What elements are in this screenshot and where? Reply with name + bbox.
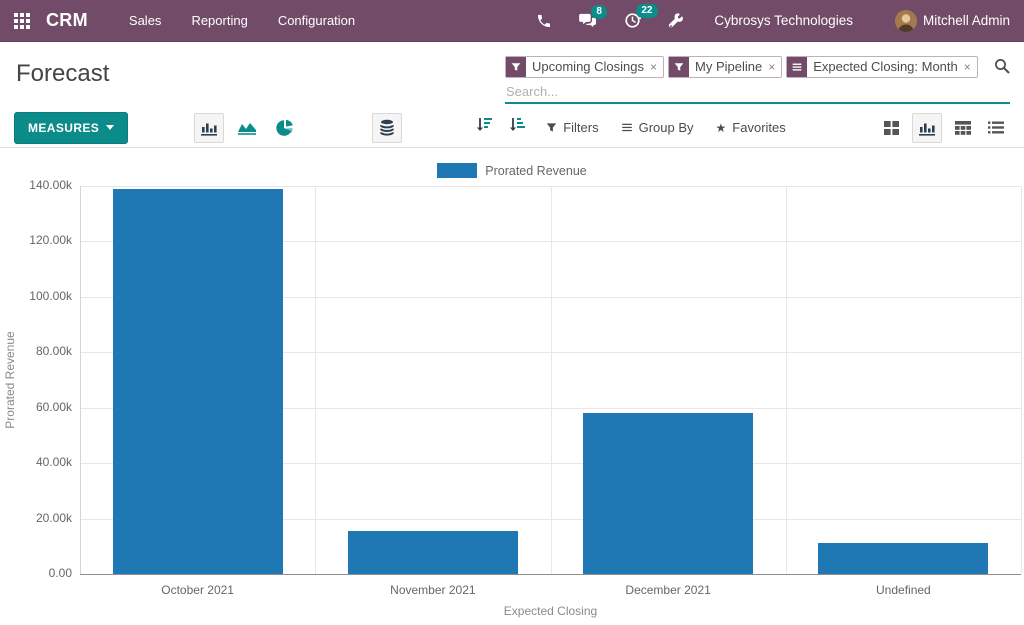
y-axis-tick-label: 20.00k [0, 511, 72, 525]
forecast-bar-chart: Prorated Revenue Prorated Revenue Expect… [0, 148, 1024, 625]
group-by-label: Group By [639, 120, 694, 135]
chart-legend[interactable]: Prorated Revenue [0, 163, 1024, 178]
filters-label: Filters [563, 120, 598, 135]
view-switcher [879, 113, 1008, 143]
x-axis-category-label: November 2021 [315, 583, 550, 597]
pie-chart-icon[interactable] [270, 113, 300, 143]
x-axis-category-label: Undefined [786, 583, 1021, 597]
sort-ascending-icon[interactable] [509, 117, 526, 138]
search-icon[interactable] [994, 56, 1010, 79]
facet-remove-icon[interactable]: × [650, 57, 663, 77]
v-gridline [1021, 186, 1022, 574]
user-name: Mitchell Admin [923, 13, 1010, 28]
x-axis-line [80, 574, 1021, 575]
legend-label: Prorated Revenue [485, 164, 586, 178]
facet-label: Upcoming Closings [526, 57, 650, 77]
y-axis-title: Prorated Revenue [3, 230, 17, 530]
x-axis-category-label: October 2021 [80, 583, 315, 597]
bar-chart-icon[interactable] [194, 113, 224, 143]
stacked-toggle-group [372, 113, 402, 143]
navbar-right: 8 22 Cybrosys Technologies Mitchell Admi… [509, 10, 1010, 32]
menu-configuration[interactable]: Configuration [263, 0, 370, 42]
filter-icon [669, 57, 689, 77]
menu-sales[interactable]: Sales [114, 0, 177, 42]
messages-icon[interactable]: 8 [579, 13, 597, 29]
menu-reporting[interactable]: Reporting [176, 0, 262, 42]
messages-badge: 8 [591, 5, 607, 19]
y-axis-tick-label: 0.00 [0, 566, 72, 580]
y-axis-tick-label: 80.00k [0, 344, 72, 358]
facet-my-pipeline[interactable]: My Pipeline × [668, 56, 782, 78]
filter-icon [506, 57, 526, 77]
measures-button[interactable]: MEASURES [14, 112, 128, 144]
v-gridline [551, 186, 552, 574]
tools-wrench-icon[interactable] [668, 13, 684, 29]
facet-remove-icon[interactable]: × [964, 57, 977, 77]
main-menu: Sales Reporting Configuration [114, 0, 370, 42]
group-by-button[interactable]: Group By [621, 120, 694, 135]
control-panel-top: Forecast Upcoming Closings × [0, 42, 1024, 108]
y-axis-tick-label: 40.00k [0, 455, 72, 469]
legend-swatch-prorated-revenue [437, 163, 477, 178]
facet-remove-icon[interactable]: × [768, 57, 781, 77]
kanban-view-icon[interactable] [879, 116, 903, 140]
chart-type-switcher [194, 113, 300, 143]
favorites-button[interactable]: ★ Favorites [716, 120, 786, 135]
odoo-crm-forecast-screen: CRM Sales Reporting Configuration 8 22 C… [0, 0, 1024, 625]
star-icon: ★ [716, 121, 727, 135]
favorites-label: Favorites [732, 120, 785, 135]
search-facets: Upcoming Closings × My Pipeline × [505, 56, 980, 78]
company-name[interactable]: Cybrosys Technologies [714, 13, 853, 28]
pivot-view-icon[interactable] [951, 116, 975, 140]
x-axis-title: Expected Closing [80, 604, 1021, 618]
search-options: Filters Group By ★ Favorites [546, 120, 786, 135]
y-axis-tick-label: 120.00k [0, 233, 72, 247]
list-view-icon[interactable] [984, 116, 1008, 140]
facet-label: My Pipeline [689, 57, 768, 77]
graph-view-icon[interactable] [912, 113, 942, 143]
user-avatar [895, 10, 917, 32]
filters-button[interactable]: Filters [546, 120, 598, 135]
group-by-icon [621, 122, 633, 133]
sort-group [476, 117, 526, 138]
search-zone: Upcoming Closings × My Pipeline × [505, 56, 1010, 104]
page-title: Forecast [16, 60, 109, 88]
facet-upcoming-closings[interactable]: Upcoming Closings × [505, 56, 664, 78]
app-name[interactable]: CRM [46, 10, 88, 31]
search-input-wrapper [505, 82, 1010, 104]
filter-icon [546, 122, 557, 133]
user-menu[interactable]: Mitchell Admin [895, 10, 1010, 32]
y-axis-tick-label: 100.00k [0, 289, 72, 303]
facet-expected-closing-month[interactable]: Expected Closing: Month × [786, 56, 978, 78]
y-axis-tick-label: 140.00k [0, 178, 72, 192]
measures-label: MEASURES [28, 121, 99, 135]
sort-descending-icon[interactable] [476, 117, 493, 138]
top-navbar: CRM Sales Reporting Configuration 8 22 C… [0, 0, 1024, 42]
apps-menu-icon[interactable] [14, 13, 30, 29]
v-gridline [786, 186, 787, 574]
x-axis-category-label: December 2021 [551, 583, 786, 597]
y-axis-line [80, 186, 81, 574]
group-by-icon [787, 57, 807, 77]
stacked-database-icon[interactable] [372, 113, 402, 143]
bar-undefined[interactable] [818, 543, 988, 574]
search-input[interactable] [505, 82, 1010, 102]
facet-label: Expected Closing: Month [807, 57, 964, 77]
bar-november-2021[interactable] [348, 531, 518, 574]
phone-icon[interactable] [536, 13, 552, 29]
bar-december-2021[interactable] [583, 413, 753, 574]
bar-october-2021[interactable] [113, 189, 283, 574]
chevron-down-icon [106, 125, 114, 130]
v-gridline [315, 186, 316, 574]
activities-badge: 22 [636, 4, 657, 18]
activities-clock-icon[interactable]: 22 [624, 12, 641, 29]
y-axis-tick-label: 60.00k [0, 400, 72, 414]
area-chart-icon[interactable] [232, 113, 262, 143]
control-panel-toolbar: MEASURES [0, 108, 1024, 148]
